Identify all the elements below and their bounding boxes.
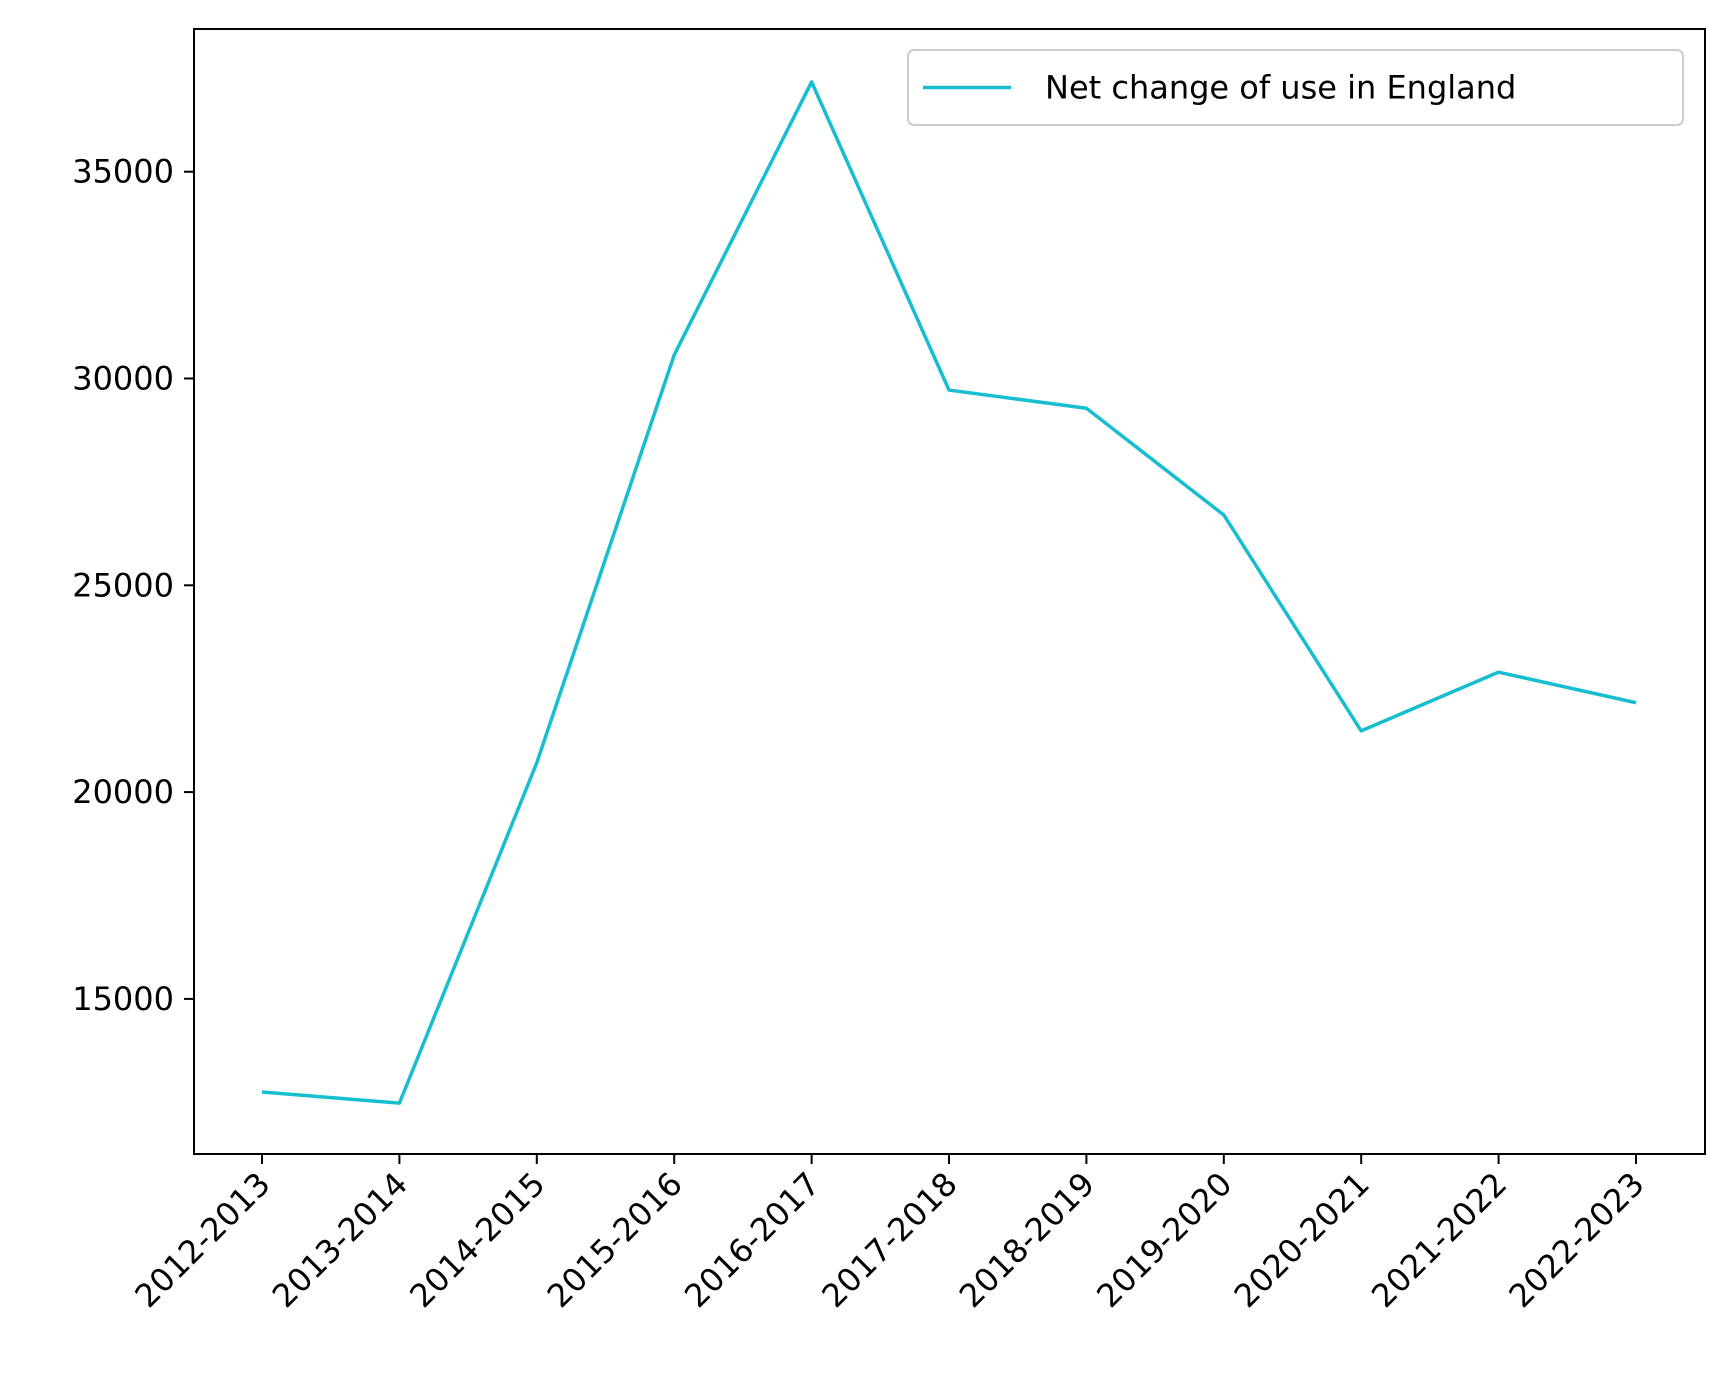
x-tick-label: 2014-2015 <box>402 1165 552 1315</box>
plot-frame <box>194 29 1705 1154</box>
x-tick-label: 2017-2018 <box>814 1165 964 1315</box>
x-tick-label: 2022-2023 <box>1501 1165 1651 1315</box>
y-tick-label: 15000 <box>72 980 174 1018</box>
x-tick-label: 2016-2017 <box>677 1165 827 1315</box>
y-tick-label: 35000 <box>72 153 174 191</box>
legend: Net change of use in England <box>908 50 1683 125</box>
x-tick-label: 2012-2013 <box>127 1165 277 1315</box>
series-line <box>262 82 1636 1103</box>
x-tick-label: 2021-2022 <box>1364 1165 1514 1315</box>
axes-layer: 15000 20000 25000 30000 35000 2012-20132013-2… <box>72 29 1705 1315</box>
x-tick-label: 2019-2020 <box>1089 1165 1239 1315</box>
y-tick-label: 20000 <box>72 773 174 811</box>
series-layer <box>262 82 1636 1103</box>
y-tick-label: 25000 <box>72 566 174 604</box>
x-tick-label: 2020-2021 <box>1227 1165 1377 1315</box>
y-tick-label: 30000 <box>72 359 174 397</box>
legend-label: Net change of use in England <box>1045 69 1516 107</box>
x-tick-label: 2015-2016 <box>540 1165 690 1315</box>
x-tick-label: 2013-2014 <box>265 1165 415 1315</box>
x-tick-label: 2018-2019 <box>952 1165 1102 1315</box>
